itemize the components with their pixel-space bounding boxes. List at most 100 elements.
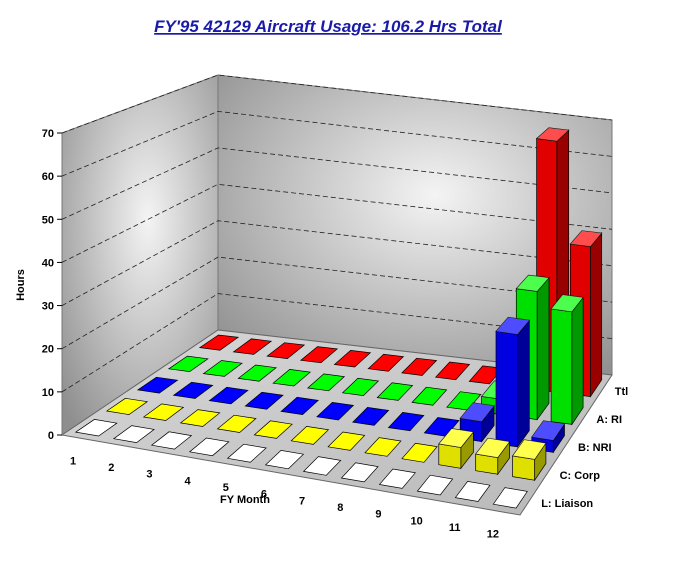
x-tick-label: 3 [146, 469, 152, 481]
bar-shade [537, 277, 549, 420]
bar [459, 402, 495, 443]
y-tick-label: 60 [42, 171, 54, 183]
bar-face [423, 417, 460, 437]
bar [74, 419, 118, 437]
x-tick-label: 2 [108, 462, 114, 474]
bar-face [188, 437, 230, 457]
bar-face [244, 391, 284, 410]
x-tick-label: 1 [70, 455, 76, 467]
bar-shade [551, 308, 572, 425]
bar [264, 450, 305, 470]
grid-line [61, 293, 613, 393]
bar-shade [571, 297, 584, 425]
y-tick-label: 50 [42, 214, 54, 226]
bar [475, 437, 511, 476]
bar [208, 386, 249, 405]
legend-label: Ttl [615, 386, 628, 398]
legend-label: A: RI [596, 414, 622, 426]
bar [341, 377, 380, 396]
bar-face [459, 402, 495, 422]
bar-face [226, 443, 267, 463]
bar-face [341, 377, 380, 396]
y-tick-label: 30 [42, 301, 54, 313]
bar [150, 431, 193, 450]
bar-face [351, 407, 390, 426]
bar-shade [460, 402, 495, 422]
bar [202, 360, 243, 377]
bar [226, 443, 267, 463]
bar [179, 409, 221, 427]
x-tick-label: 11 [449, 522, 461, 534]
bar-face [216, 414, 257, 433]
bar-face [302, 456, 342, 476]
bar [333, 350, 372, 368]
bar [401, 442, 438, 463]
bar [188, 437, 230, 457]
bar-face [446, 391, 482, 411]
grid-line [61, 220, 613, 306]
bar-shade [531, 420, 565, 441]
x-axis-title: FY Month [220, 494, 270, 506]
bar-face [378, 468, 416, 489]
bar-face [401, 357, 438, 376]
bar-face [535, 127, 570, 142]
bar [302, 456, 342, 476]
y-axis-title: Hours [15, 269, 27, 301]
bar [253, 420, 293, 439]
bar [316, 402, 355, 421]
bar-face [74, 419, 118, 437]
bar [434, 361, 471, 381]
bar-face [569, 230, 603, 247]
bar-shade [551, 294, 584, 312]
bar [105, 397, 149, 415]
bar [416, 474, 454, 496]
bar [376, 382, 414, 401]
bar [401, 357, 438, 376]
y-tick-label: 10 [42, 387, 54, 399]
bar [495, 316, 530, 448]
bar-face [136, 376, 179, 394]
bar [423, 417, 460, 437]
bar-shade [512, 455, 535, 481]
bar-face [316, 402, 355, 421]
bar-shade [496, 317, 530, 335]
bar-face [434, 361, 471, 381]
grid-line [61, 183, 613, 263]
bar [280, 396, 319, 415]
bar [306, 373, 346, 392]
legend-label: C: Corp [560, 470, 601, 482]
bar-face [290, 426, 330, 445]
bar-face [237, 364, 277, 382]
x-tick-label: 7 [299, 495, 305, 507]
bar-face [202, 360, 243, 377]
bar [446, 391, 482, 411]
bar-face [264, 450, 305, 470]
bar [266, 342, 306, 359]
bar-face [112, 425, 155, 443]
bar-shade [497, 441, 510, 475]
bar-face [280, 396, 319, 415]
bar-shade [460, 431, 474, 469]
bar [290, 426, 330, 445]
bar-face [253, 420, 293, 439]
y-tick-label: 20 [42, 344, 54, 356]
bar-face [232, 338, 273, 355]
bar-shade [481, 405, 495, 442]
bar-face [340, 462, 379, 483]
bar [438, 428, 475, 470]
bar-shade [438, 428, 474, 448]
bar-face [172, 381, 214, 399]
bar-face [475, 437, 511, 458]
bar-face [376, 382, 414, 401]
bar-shade [438, 443, 461, 469]
bar [299, 346, 339, 364]
bar-face [550, 294, 584, 313]
bar-face [150, 431, 193, 450]
bar-shade [534, 443, 546, 481]
x-tick-label: 5 [223, 482, 229, 494]
bar-face [454, 481, 491, 502]
x-tick-label: 6 [261, 489, 267, 501]
bar [136, 376, 179, 394]
bar [378, 468, 416, 489]
